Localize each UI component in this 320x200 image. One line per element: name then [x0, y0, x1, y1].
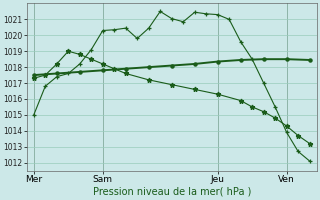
- X-axis label: Pression niveau de la mer( hPa ): Pression niveau de la mer( hPa ): [92, 187, 251, 197]
